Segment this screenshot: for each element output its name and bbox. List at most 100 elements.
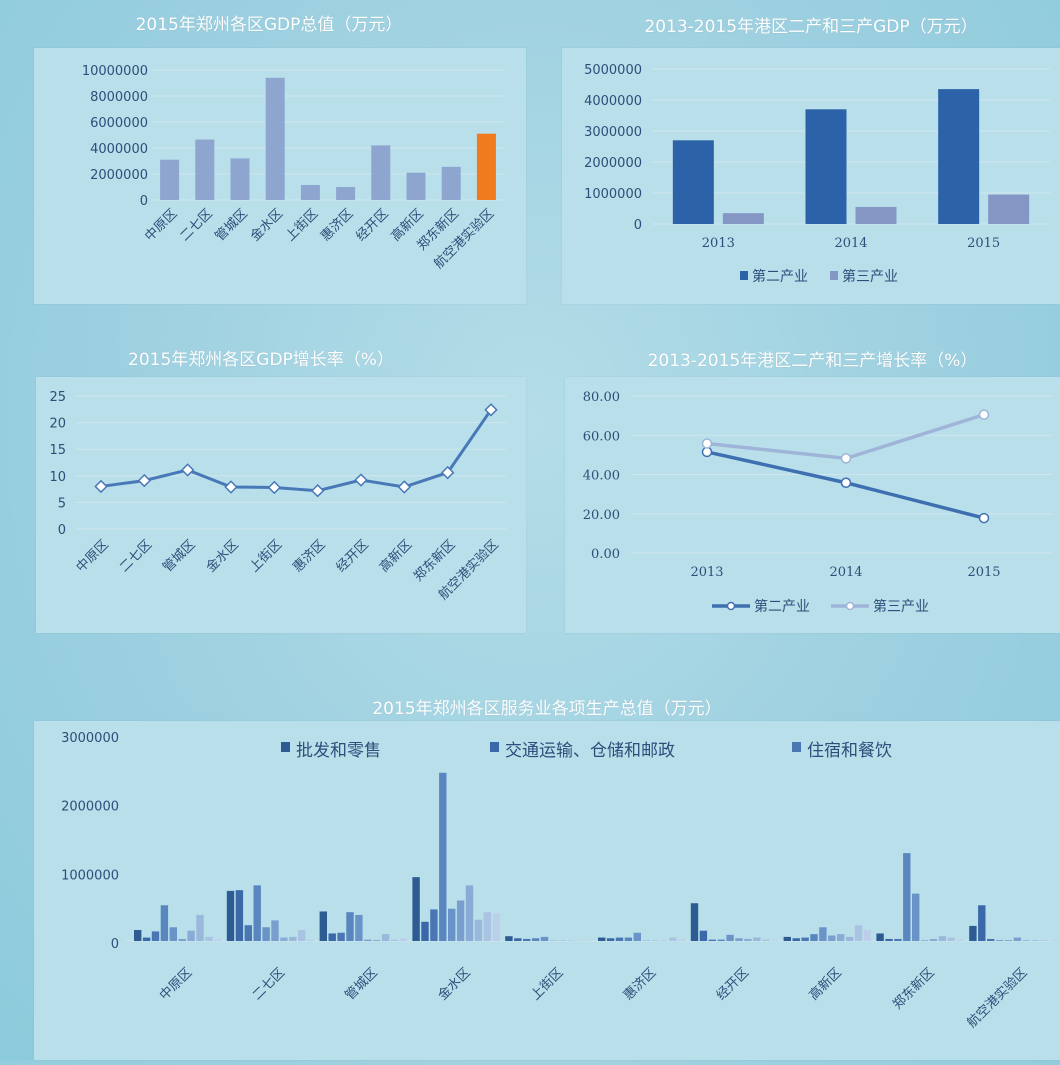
x-tick-label: 上街区 [528, 965, 566, 1003]
x-tick-label: 高新区 [376, 537, 415, 576]
x-tick-label: 金水区 [203, 537, 242, 576]
x-tick-label: 航空港实验区 [431, 206, 497, 272]
y-tick-label: 5000000 [584, 63, 642, 78]
legend-swatch [830, 271, 838, 280]
y-tick-label: 0 [111, 937, 119, 952]
bar [448, 909, 455, 941]
chart4-title: 2013-2015年港区二产和三产增长率（%） [565, 346, 1060, 371]
bar [856, 207, 897, 224]
data-point [980, 410, 989, 419]
bar [616, 938, 623, 941]
bar [1005, 940, 1012, 941]
y-tick-label: 3000000 [61, 731, 119, 746]
bar [170, 927, 177, 941]
bar [855, 925, 862, 941]
bar [753, 938, 760, 941]
bar [227, 891, 234, 941]
legend-label: 第三产业 [842, 268, 898, 285]
x-tick-label: 金水区 [435, 965, 474, 1004]
chart3-title: 2015年郑州各区GDP增长率（%） [36, 345, 486, 370]
bar [673, 140, 714, 224]
y-tick-label: 3000000 [584, 125, 642, 140]
bar [320, 911, 327, 941]
bar [691, 903, 698, 941]
bar [280, 938, 287, 941]
data-point [703, 439, 712, 448]
bar [364, 940, 371, 941]
chart2-svg: 0100000020000003000000400000050000002013… [562, 48, 1060, 304]
bar [161, 905, 168, 941]
bar [938, 89, 979, 224]
legend-label: 批发和零售 [296, 741, 381, 761]
data-point [312, 485, 323, 496]
bar [475, 920, 482, 941]
x-tick-label: 上街区 [283, 206, 321, 244]
data-point [399, 481, 410, 492]
bar [532, 938, 539, 941]
bar [373, 940, 380, 941]
bar [205, 937, 212, 941]
bar [1032, 940, 1039, 941]
bar [784, 937, 791, 941]
bar [329, 933, 336, 941]
y-tick-label: 60.00 [583, 429, 620, 444]
bar [484, 912, 491, 941]
bar [143, 938, 150, 941]
bar [391, 940, 398, 941]
y-tick-label: 1000000 [584, 187, 642, 202]
bar [307, 940, 314, 941]
x-tick-label: 上街区 [247, 537, 285, 575]
bar [903, 853, 910, 941]
y-tick-label: 10000000 [82, 64, 148, 79]
x-tick-label: 惠济区 [621, 965, 659, 1003]
bar [625, 938, 632, 941]
chart3-svg: 0510152025中原区二七区管城区金水区上街区惠济区经开区高新区郑东新区航空… [36, 377, 526, 633]
bar [152, 931, 159, 941]
bar [262, 927, 269, 941]
bar [948, 938, 955, 941]
bar [266, 78, 285, 200]
bar [493, 914, 500, 941]
legend-label: 第二产业 [754, 598, 810, 615]
bar [245, 925, 252, 941]
bar [421, 922, 428, 941]
bar [957, 940, 964, 941]
x-tick-label: 中原区 [157, 965, 195, 1003]
x-tick-label: 经开区 [714, 965, 752, 1003]
bar [355, 915, 362, 941]
bar [837, 934, 844, 941]
x-tick-label: 经开区 [353, 206, 391, 244]
data-point [980, 514, 989, 523]
legend-label: 住宿和餐饮 [807, 741, 892, 761]
legend-swatch [490, 742, 499, 752]
y-tick-label: 15 [49, 443, 66, 458]
x-tick-label: 2015 [967, 236, 1000, 251]
y-tick-label: 40.00 [583, 469, 620, 484]
data-point [139, 475, 150, 486]
x-tick-label: 航空港实验区 [964, 965, 1030, 1031]
bar [254, 885, 261, 941]
bar [793, 938, 800, 941]
bar [801, 938, 808, 941]
bar [337, 933, 344, 941]
x-tick-label: 2015 [967, 565, 1000, 580]
bar [407, 173, 426, 200]
chart5-svg: 0100000020000003000000中原区二七区管城区金水区上街区惠济区… [34, 721, 1060, 1060]
x-tick-label: 金水区 [247, 206, 286, 245]
x-tick-label: 二七区 [117, 537, 155, 575]
bar [523, 939, 530, 941]
bar [400, 938, 407, 941]
bar [723, 213, 764, 224]
bar [196, 915, 203, 941]
bar [187, 931, 194, 941]
x-tick-label: 2014 [834, 236, 867, 251]
bar [271, 920, 278, 941]
x-tick-label: 管城区 [213, 206, 251, 244]
bar [195, 140, 214, 200]
legend-label: 第三产业 [873, 598, 929, 615]
